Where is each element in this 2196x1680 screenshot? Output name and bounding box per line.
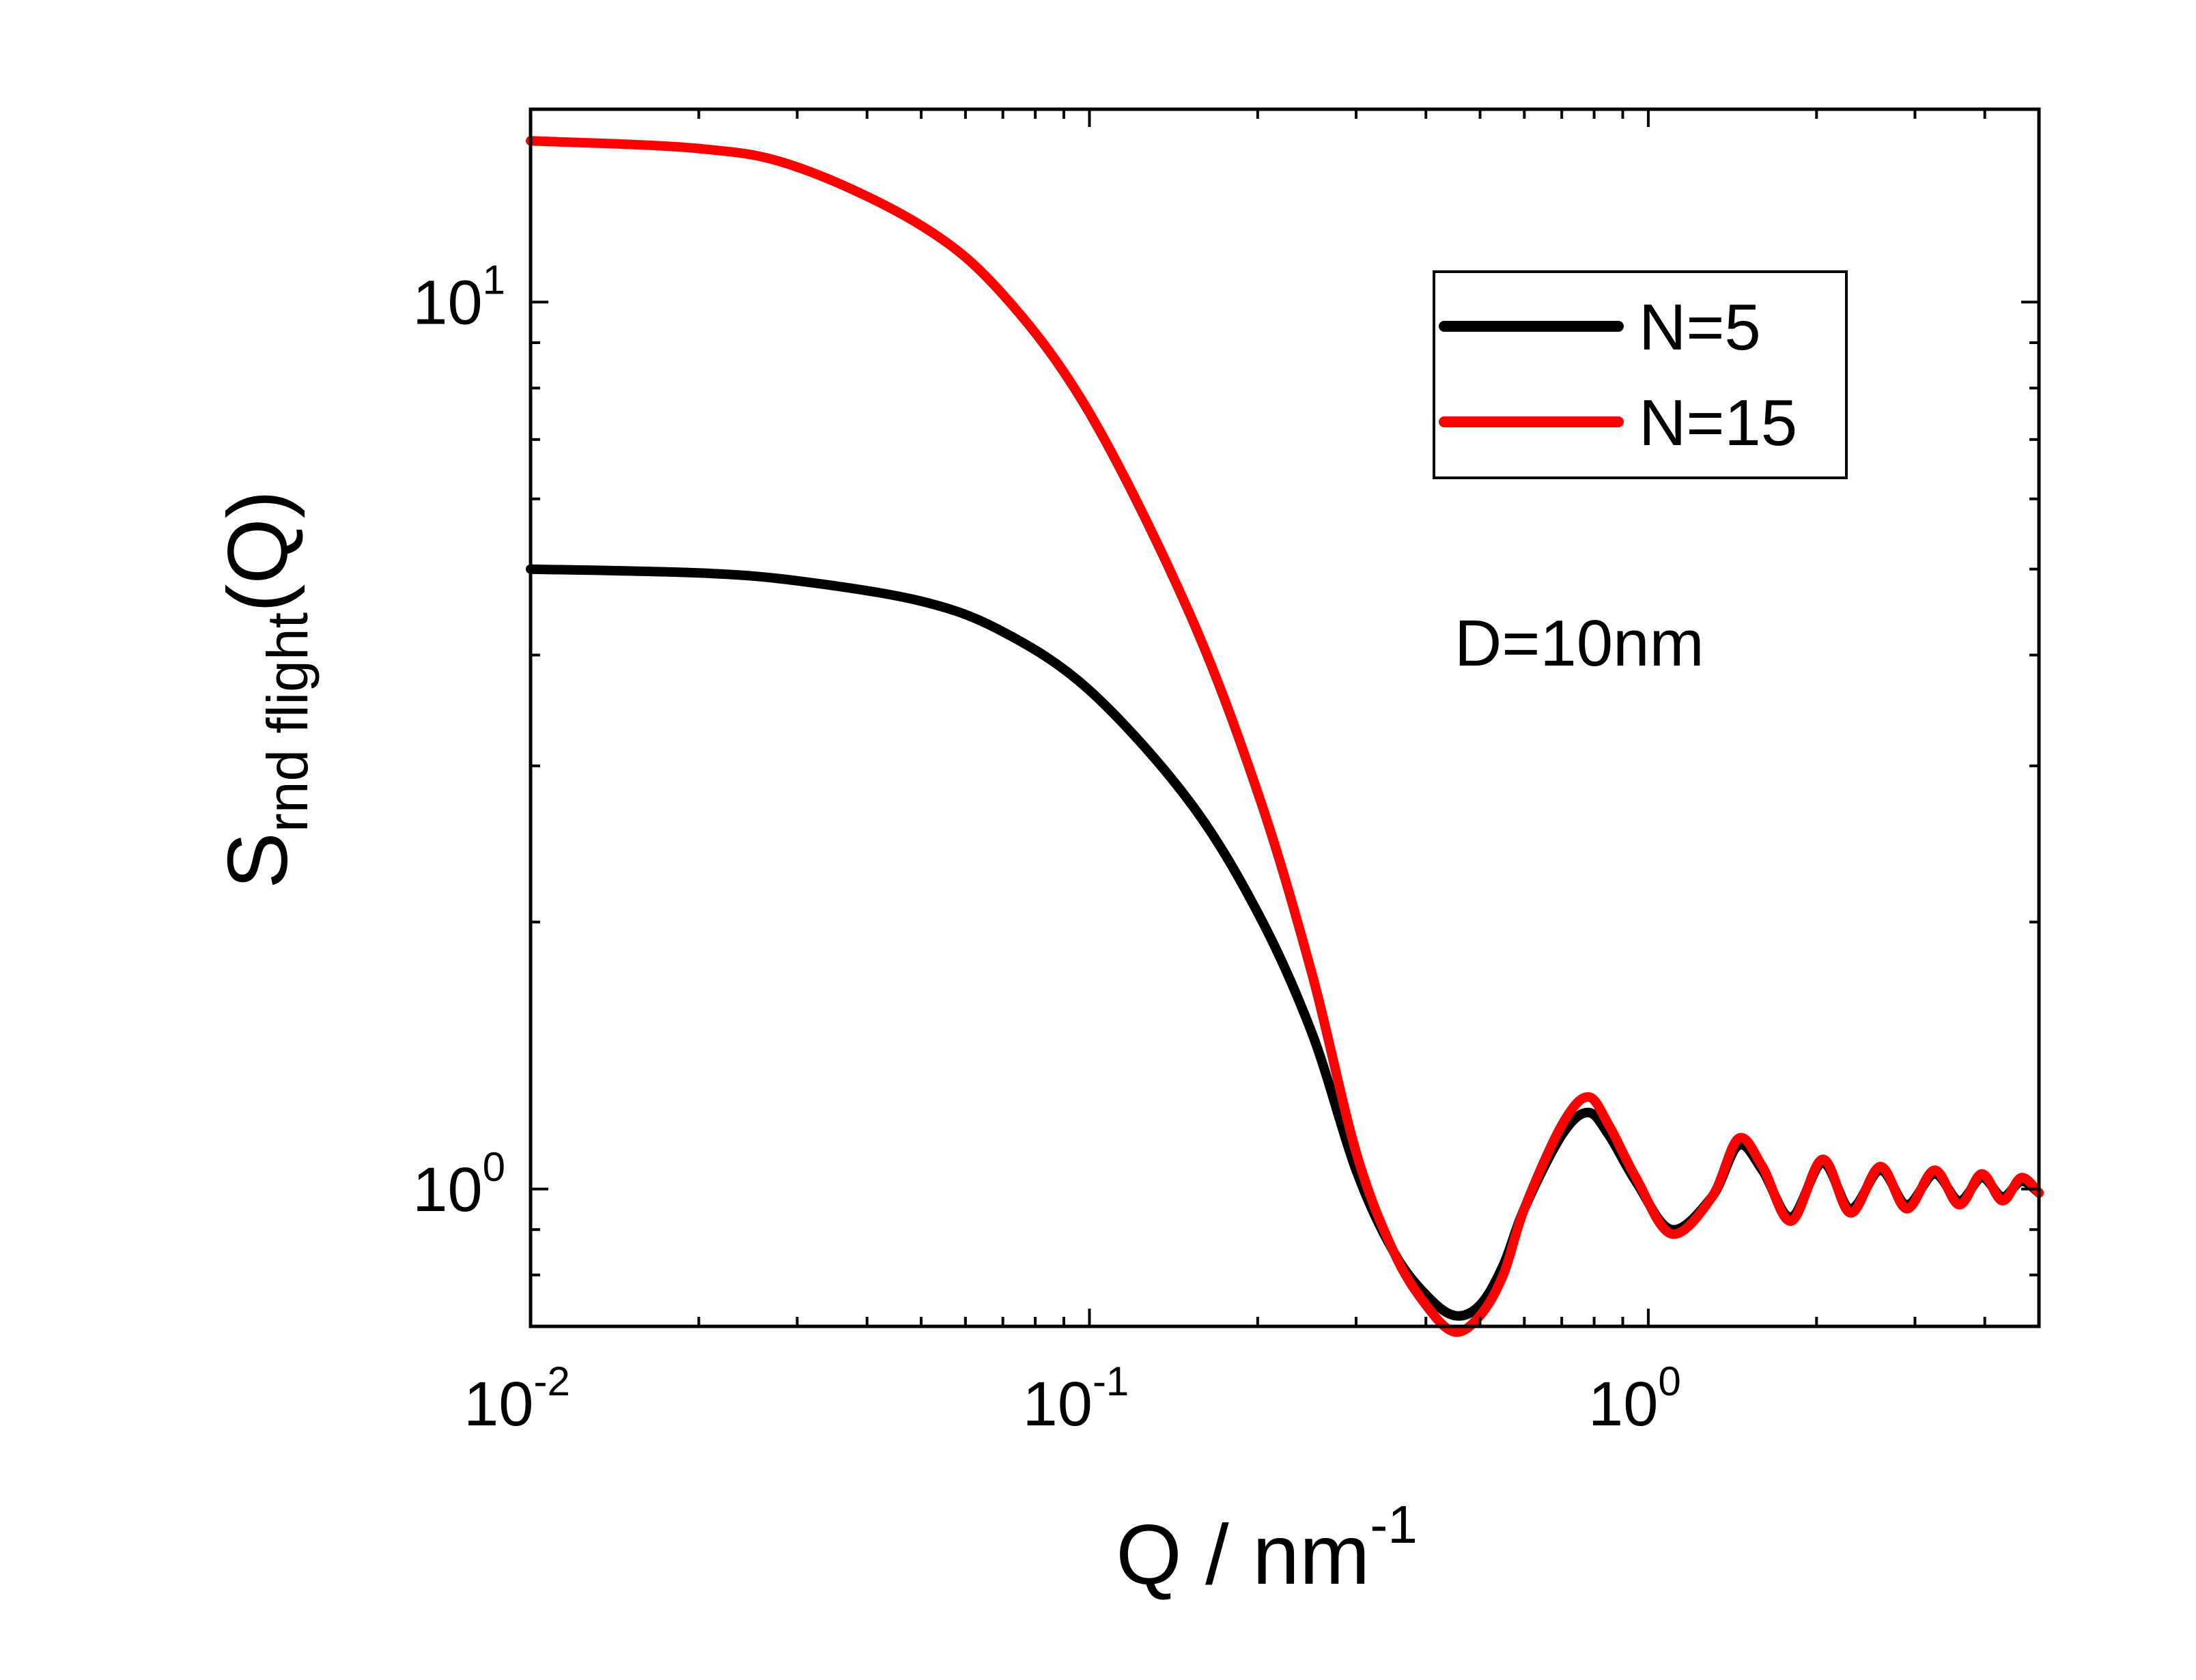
- x-tick-label: 10-2: [464, 1358, 570, 1439]
- series-line-n5: [526, 564, 2044, 1321]
- legend-box: [1433, 270, 1848, 479]
- y-tick-label: 101: [412, 257, 505, 338]
- series-line-n15: [526, 136, 2044, 1337]
- legend-label-n15: N=15: [1639, 386, 1797, 459]
- y-axis-title-sub: rnd flight: [255, 612, 320, 832]
- y-tick-labels: 100 101: [412, 257, 505, 1225]
- plot-frame: [529, 107, 2041, 1328]
- x-tick-label: 10-1: [1023, 1358, 1129, 1439]
- legend: N=5 N=15: [1433, 270, 1848, 479]
- y-axis-title-main: S: [211, 832, 305, 889]
- x-tick-label: 100: [1588, 1358, 1681, 1439]
- x-axis-title-main: Q / nm: [1116, 1508, 1370, 1602]
- y-axis-title-tail: (Q): [211, 490, 305, 612]
- legend-label-n5: N=5: [1639, 291, 1761, 364]
- y-axis-title: Srnd flight(Q): [211, 490, 320, 889]
- annotation-d10nm: D=10nm: [1454, 607, 1704, 680]
- y-tick-label: 100: [412, 1144, 505, 1225]
- x-tick-labels: 10-2 10-1 100: [464, 1358, 1681, 1439]
- x-axis-title-sup: -1: [1370, 1494, 1417, 1554]
- plot-lines: [526, 136, 2044, 1337]
- x-axis-title: Q / nm-1: [1116, 1494, 1417, 1602]
